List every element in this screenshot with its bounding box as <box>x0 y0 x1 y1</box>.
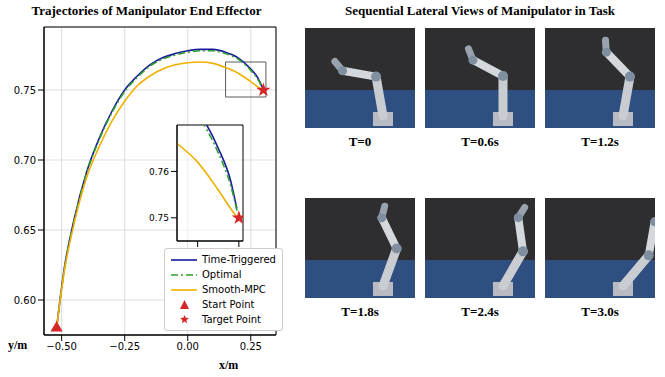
svg-text:0.76: 0.76 <box>149 167 169 177</box>
html-text:Sequential Lateral Views of Ma: Sequential Lateral Views of Manipulator … <box>345 3 615 18</box>
svg-text:0.70: 0.70 <box>14 155 36 166</box>
html-text:Start Point: Start Point <box>202 299 255 310</box>
html-text:Optimal: Optimal <box>202 269 242 280</box>
html-text:T=1.8s: T=1.8s <box>341 304 379 319</box>
html-text:T=1.2s: T=1.2s <box>581 134 619 149</box>
svg-text:−0.25: −0.25 <box>109 341 140 352</box>
html-text:T=0: T=0 <box>348 134 372 149</box>
html-text:T=2.4s: T=2.4s <box>461 304 499 319</box>
html-text:T=0.6s: T=0.6s <box>461 134 499 149</box>
svg-text:0.75: 0.75 <box>149 213 169 223</box>
svg-text:−0.50: −0.50 <box>46 341 77 352</box>
html-text:Time-Triggered: Time-Triggered <box>202 254 276 265</box>
svg-text:0.75: 0.75 <box>14 85 36 96</box>
svg-text:0.60: 0.60 <box>14 295 36 306</box>
html-text:y/m: y/m <box>8 338 28 352</box>
svg-text:0.25: 0.25 <box>240 341 262 352</box>
html-text:Trajectories of Manipulator En: Trajectories of Manipulator End Effector <box>31 3 262 18</box>
svg-text:0.00: 0.00 <box>177 341 199 352</box>
html-text:Smooth-MPC: Smooth-MPC <box>202 284 266 295</box>
html-text:x/m: x/m <box>219 358 239 372</box>
html-text:Target Point: Target Point <box>202 314 261 325</box>
html-text:T=3.0s: T=3.0s <box>581 304 619 319</box>
svg-text:0.65: 0.65 <box>14 225 36 236</box>
